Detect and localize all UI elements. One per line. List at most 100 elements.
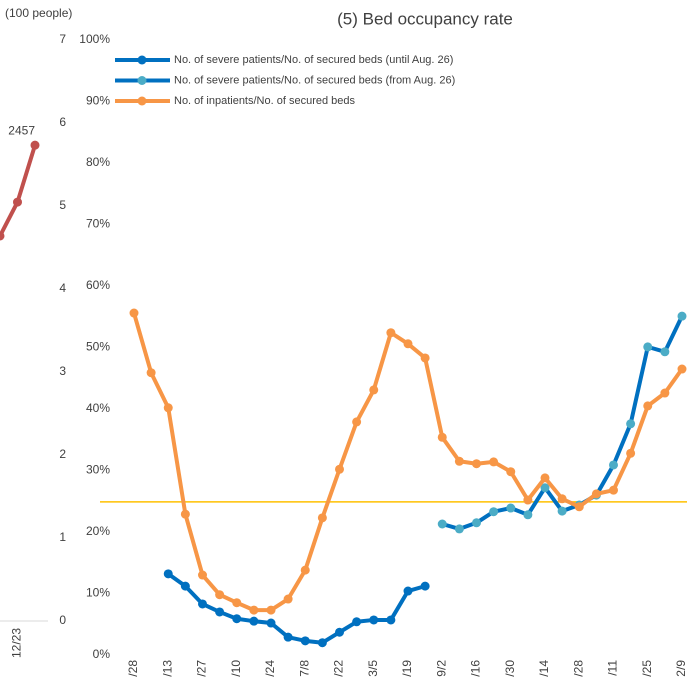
legend-label: No. of severe patients/No. of secured be…: [174, 54, 453, 66]
data-point: [660, 347, 670, 357]
data-point: [300, 636, 310, 646]
data-point: [180, 509, 190, 519]
data-point: [643, 401, 653, 411]
data-point: [472, 518, 481, 528]
data-point: [540, 473, 550, 483]
data-point: [437, 519, 447, 529]
y-tick-label: 3: [59, 364, 66, 378]
data-point: [129, 308, 139, 318]
data-point: [232, 614, 242, 624]
x-tick-label: /28: [571, 660, 585, 677]
data-point: [643, 342, 653, 352]
legend-label: No. of severe patients/No. of secured be…: [174, 74, 455, 86]
data-point: [626, 419, 636, 429]
x-tick-label: /24: [263, 660, 277, 677]
data-point: [677, 311, 687, 321]
y-tick-label: 5: [59, 198, 66, 212]
data-point: [249, 616, 259, 626]
y-tick-label: 60%: [86, 278, 110, 292]
y-tick-label: 90%: [86, 94, 110, 108]
y-tick-label: 10%: [86, 586, 110, 600]
data-point: [454, 456, 464, 466]
y-tick-label: 80%: [86, 155, 110, 169]
data-point: [215, 590, 225, 600]
y-tick-label: 1: [59, 530, 66, 544]
series-line: [132, 312, 684, 613]
data-point: [403, 339, 413, 349]
data-point: [335, 464, 344, 474]
data-point: [266, 605, 276, 615]
data-point: [523, 495, 533, 505]
y-tick-label: 50%: [86, 340, 110, 354]
y-axis-label: (100 people): [5, 6, 72, 20]
data-point: [489, 507, 499, 517]
data-point: [317, 638, 327, 648]
data-point: [352, 617, 362, 627]
data-point: [335, 627, 344, 637]
x-tick-label: /10: [229, 660, 243, 677]
y-tick-label: 20%: [86, 524, 110, 538]
data-point: [163, 403, 173, 413]
data-point: [30, 140, 40, 150]
data-point: [557, 506, 567, 516]
x-tick-label: /19: [400, 660, 414, 677]
data-point: [403, 586, 413, 596]
series-line: [167, 572, 426, 645]
data-point: [472, 459, 481, 469]
data-point: [215, 607, 225, 617]
y-tick-label: 40%: [86, 401, 110, 415]
data-point: [540, 483, 550, 493]
data-point: [660, 388, 670, 398]
legend-marker: [137, 55, 147, 65]
data-point: [352, 417, 362, 427]
data-point: [232, 598, 242, 608]
data-point: [300, 565, 310, 575]
data-point: [386, 615, 396, 625]
data-point: [198, 599, 207, 609]
x-tick-label: /28: [126, 660, 140, 677]
x-tick-label: /16: [469, 660, 483, 677]
legend-marker: [137, 96, 147, 106]
data-point: [0, 231, 5, 241]
data-point: [163, 569, 173, 579]
data-point: [198, 570, 207, 580]
x-tick-label: 2/9: [674, 660, 687, 677]
x-tick-label: /14: [537, 660, 551, 677]
data-point: [626, 448, 636, 458]
data-point: [557, 494, 567, 504]
y-tick-label: 7: [59, 32, 66, 46]
data-point: [180, 581, 190, 591]
x-tick-label: /25: [640, 660, 654, 677]
y-tick-label: 70%: [86, 217, 110, 231]
x-tick-label: /13: [160, 660, 174, 677]
data-point: [677, 364, 687, 374]
legend-label: No. of inpatients/No. of secured beds: [174, 95, 355, 107]
data-point: [609, 485, 618, 495]
data-point: [386, 328, 396, 338]
data-point: [317, 513, 327, 523]
data-point: [369, 615, 379, 625]
y-tick-label: 6: [59, 115, 66, 129]
data-point: [420, 581, 430, 591]
legend-marker: [137, 76, 147, 85]
data-point: [591, 489, 601, 499]
y-tick-label: 0%: [93, 647, 111, 661]
data-point: [523, 510, 533, 520]
data-point: [266, 618, 276, 628]
y-tick-label: 2: [59, 447, 66, 461]
data-point: [420, 353, 430, 363]
data-point: [369, 385, 379, 395]
x-tick-label: /11: [606, 660, 620, 676]
y-tick-label: 30%: [86, 463, 110, 477]
data-point: [574, 502, 584, 512]
x-tick-label: 12/23: [10, 628, 24, 658]
data-point: [506, 503, 516, 513]
x-tick-label: 3/5: [366, 660, 380, 677]
data-point: [13, 197, 22, 207]
data-point: [489, 457, 499, 467]
data-point: [249, 605, 259, 615]
data-point: [146, 368, 156, 378]
chart-title: (5) Bed occupancy rate: [337, 9, 513, 28]
x-tick-label: /27: [195, 660, 209, 677]
